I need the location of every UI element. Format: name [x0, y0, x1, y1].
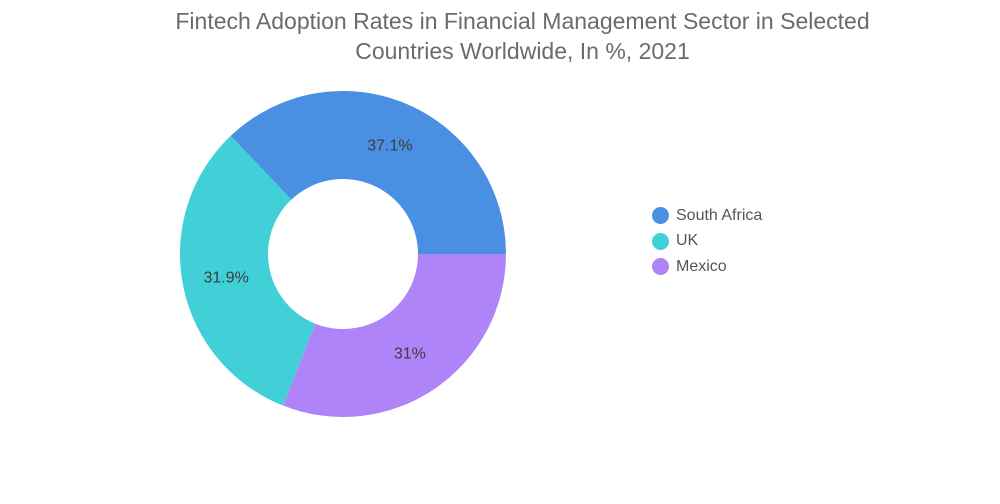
slice-label-mexico: 31% [394, 345, 426, 362]
legend-item-mexico[interactable]: Mexico [652, 254, 762, 280]
legend-item-uk[interactable]: UK [652, 229, 762, 255]
legend-swatch-uk [652, 232, 669, 250]
chart-title-line-1: Fintech Adoption Rates in Financial Mana… [175, 8, 870, 34]
donut-slice-mexico[interactable] [282, 254, 506, 417]
slice-label-uk: 31.9% [203, 270, 248, 287]
chart-legend: South Africa UK Mexico [652, 203, 762, 280]
donut-slice-uk[interactable] [180, 135, 316, 406]
legend-swatch-mexico [652, 258, 669, 276]
legend-label-south-africa: South Africa [676, 206, 763, 224]
legend-label-uk: UK [676, 232, 699, 250]
legend-label-mexico: Mexico [676, 257, 727, 275]
donut-slice-south-africa[interactable] [230, 91, 507, 254]
chart-title: Fintech Adoption Rates in Financial Mana… [100, 6, 945, 66]
legend-swatch-south-africa [652, 207, 669, 225]
slice-label-south-africa: 37.1% [367, 138, 412, 155]
legend-item-south-africa[interactable]: South Africa [652, 203, 762, 229]
chart-title-line-2: Countries Worldwide, In %, 2021 [355, 38, 690, 64]
